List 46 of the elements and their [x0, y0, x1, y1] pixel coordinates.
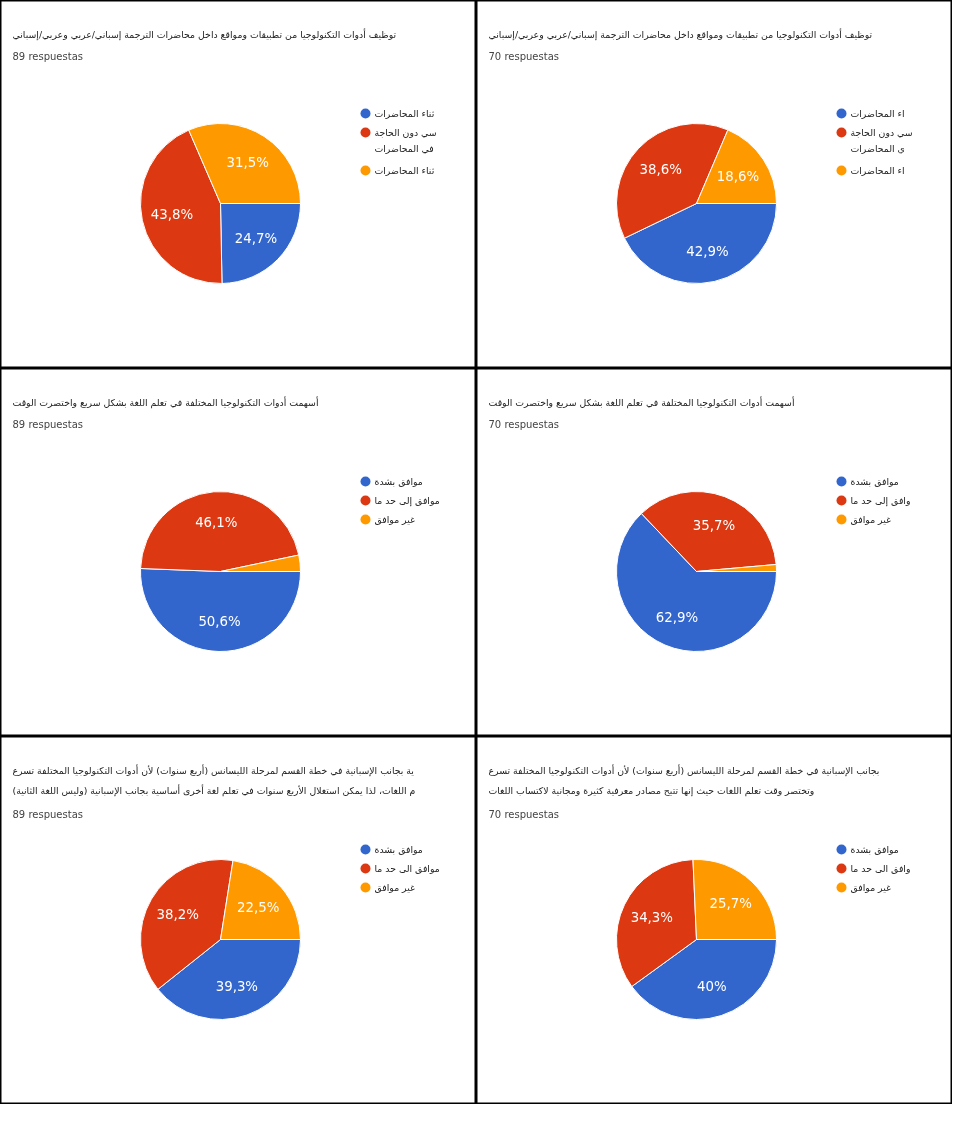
data-label: 38,2%	[156, 907, 199, 923]
text: 70 respuestas	[488, 50, 559, 62]
chart-title: توظيف أدوات التكنولوجيا من تطبيقات ومواقع داخل محاضرات الترجمة إسباني/عربي وعربي/إسباني	[488, 27, 873, 41]
legend-label: وافق إلى حد ما	[850, 494, 911, 507]
data-label: 22,5%	[237, 899, 280, 915]
data-label: 46,1%	[195, 514, 238, 530]
text: 70 respuestas	[488, 808, 559, 820]
legend-label: غير موافق	[374, 881, 416, 893]
legend-label: سي دون الحاجة في المحاضرات	[374, 126, 437, 154]
legend-label: موافق الى حد ما	[374, 862, 440, 874]
legend-label: غير موافق	[374, 513, 416, 525]
data-label: 50,6%	[198, 613, 241, 629]
text: 70 respuestas	[488, 418, 559, 430]
chart-title: أسهمت أدوات التكنولوجيا المختلفة في تعلم اللغة بشكل سريع واختصرت الوقت	[488, 395, 795, 409]
legend-label: موافق بشدة	[850, 475, 899, 487]
data-label: 34,3%	[630, 910, 673, 926]
legend-label: موافق بشدة	[374, 843, 423, 855]
legend-label: سي دون الحاجة ي المحاضرات	[850, 126, 913, 154]
chart-title: بجانب الإسبانية في خطة القسم لمرحلة الليسانس (أربع سنوات) لأن أدوات التكنولوجيا المختلفة تسرع وتختصر وقت تعلم اللغات حيث إنها تتيح مصادر معرفية كثيرة ومجانية لاكتساب اللغات	[488, 763, 880, 798]
legend-label: موافق بشدة	[850, 843, 899, 855]
legend-label: موافق إلى حد ما	[374, 494, 440, 507]
data-label: 40%	[697, 979, 727, 995]
text: 89 respuestas	[12, 418, 83, 430]
legend-label: ثناء المحاضرات	[374, 107, 435, 119]
legend-label: اء المحاضرات	[850, 107, 905, 119]
data-label: 39,3%	[215, 978, 259, 994]
legend-label: وافق الى حد ما	[850, 862, 911, 874]
data-label: 31,5%	[226, 154, 269, 170]
legend-label: موافق بشدة	[374, 475, 423, 487]
data-label: 18,6%	[716, 168, 760, 184]
data-label: 35,7%	[692, 517, 736, 533]
data-label: 42,9%	[686, 244, 729, 260]
chart-title: توظيف أدوات التكنولوجيا من تطبيقات ومواقع داخل محاضرات الترجمة إسباني/عربي وعربي/إسباني	[12, 27, 397, 41]
legend-label: غير موافق	[850, 881, 892, 893]
data-label: 62,9%	[655, 609, 699, 625]
data-label: 43,8%	[150, 206, 194, 222]
chart-title: أسهمت أدوات التكنولوجيا المختلفة في تعلم اللغة بشكل سريع واختصرت الوقت	[12, 395, 319, 409]
data-label: 38,6%	[639, 161, 682, 177]
text: 89 respuestas	[12, 808, 83, 820]
data-label: 25,7%	[709, 896, 752, 912]
chart-title: ية بجانب الإسبانية في خطة القسم لمرحلة الليسانس (أربع سنوات) لأن أدوات التكنولوجيا المختلفة تسرع م اللغات، لذا يمكن استغلال الأربع سنوات في تعلم لغة أخرى أساسية بجانب الإسبانية (وليس اللغة الثانية)	[12, 763, 416, 798]
legend-label: غير موافق	[850, 513, 892, 525]
data-label: 24,7%	[234, 230, 278, 246]
legend-label: ثناء المحاضرات	[374, 164, 435, 176]
legend-label: اء المحاضرات	[850, 164, 905, 176]
text: 89 respuestas	[12, 50, 83, 62]
